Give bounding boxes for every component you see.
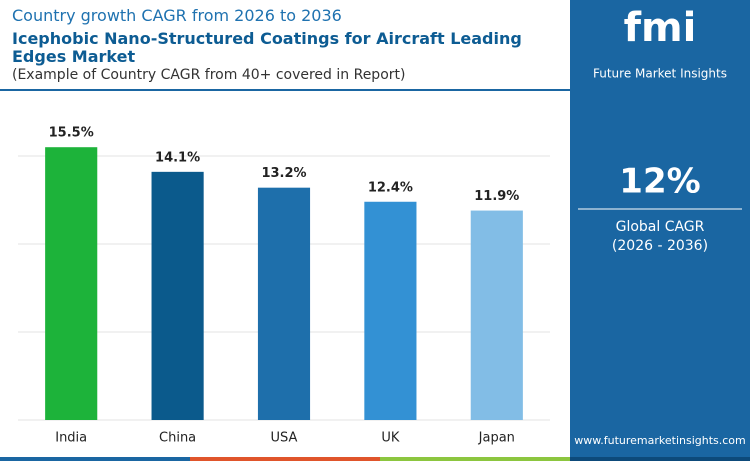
logo-mark: fmi [624,5,697,51]
x-tick-label: Japan [478,431,515,446]
value-label: 12.4% [368,180,413,195]
value-label: 11.9% [474,189,519,204]
strip [380,457,570,461]
logo-name: Future Market Insights [593,67,727,81]
header-title: Country growth CAGR from 2026 to 2036 [12,6,342,25]
global-cagr-period: (2026 - 2036) [612,238,708,254]
strip [570,457,750,461]
bar [45,147,98,420]
x-tick-label: China [159,431,196,446]
chart-title: Icephobic Nano-Structured Coatings for A… [12,29,522,66]
chart-subtitle: (Example of Country CAGR from 40+ covere… [12,67,406,83]
global-cagr-label: Global CAGR [616,219,705,235]
bar [364,201,417,420]
value-label: 15.5% [49,126,94,141]
bar [257,187,311,420]
global-cagr-value: 12% [619,162,700,202]
value-label: 14.1% [155,150,200,165]
side-panel [570,0,750,461]
x-tick-label: India [55,431,87,446]
strip [0,457,190,461]
strip [190,457,380,461]
header-rule [0,89,570,91]
bar [151,171,204,420]
x-tick-label: UK [381,431,400,446]
value-label: 13.2% [261,166,306,181]
bar [470,210,523,420]
x-tick-label: USA [271,431,298,446]
website: www.futuremarketinsights.com [574,434,746,447]
